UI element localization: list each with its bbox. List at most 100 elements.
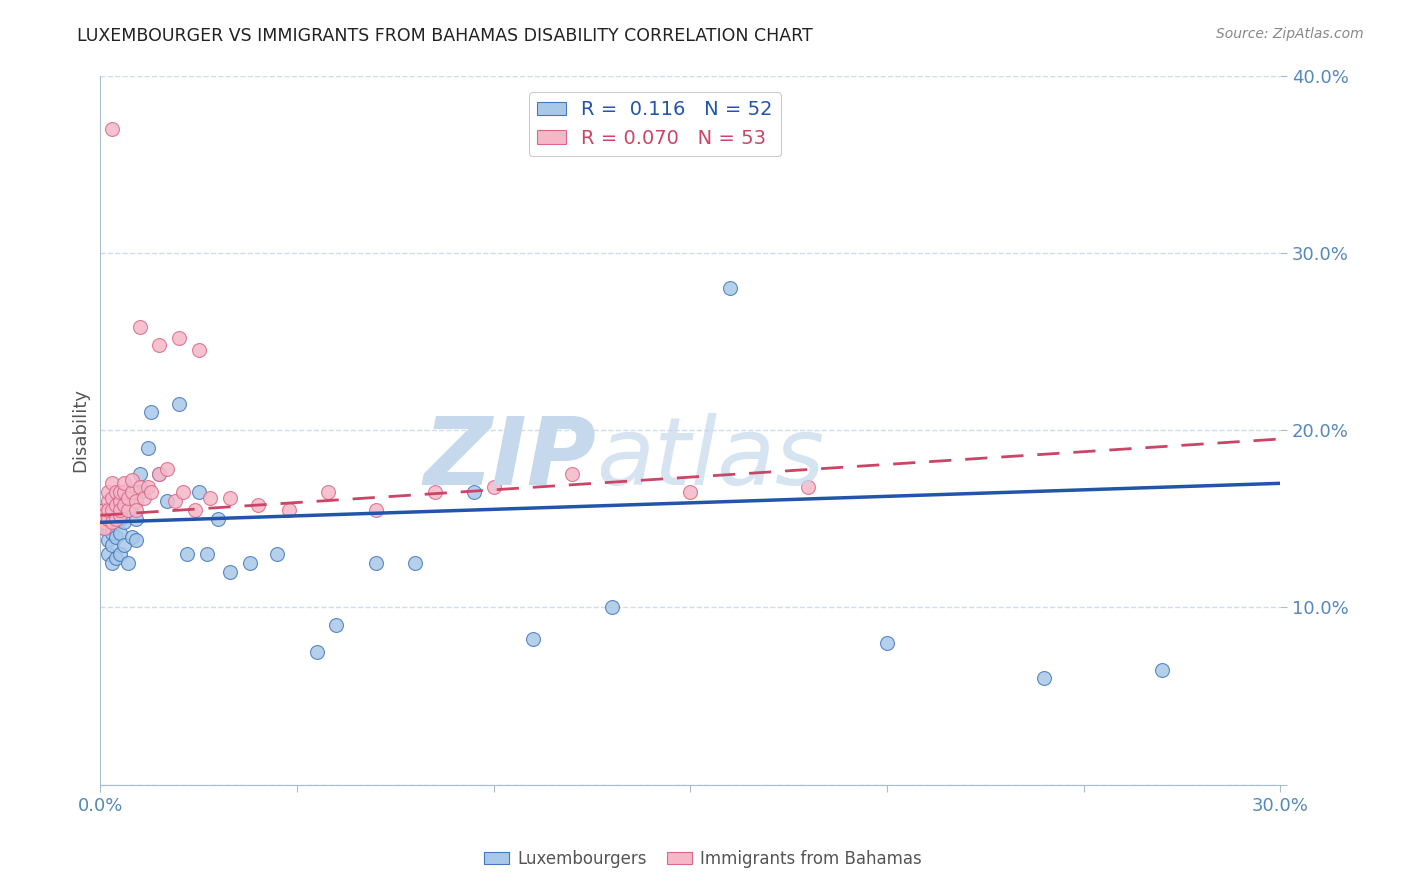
Point — [148, 338, 170, 352]
Point — [278, 503, 301, 517]
Point — [117, 491, 139, 505]
Point — [305, 645, 328, 659]
Point — [167, 396, 190, 410]
Point — [156, 494, 179, 508]
Text: LUXEMBOURGER VS IMMIGRANTS FROM BAHAMAS DISABILITY CORRELATION CHART: LUXEMBOURGER VS IMMIGRANTS FROM BAHAMAS … — [77, 27, 813, 45]
Point — [876, 636, 898, 650]
Point — [101, 526, 124, 541]
Point — [101, 556, 124, 570]
Point — [125, 533, 148, 547]
Point — [167, 331, 190, 345]
Point — [176, 547, 198, 561]
Point — [207, 512, 229, 526]
Point — [101, 476, 124, 491]
Point — [125, 494, 148, 508]
Point — [108, 547, 131, 561]
Point — [148, 467, 170, 482]
Point — [97, 533, 120, 547]
Point — [246, 498, 269, 512]
Point — [141, 485, 163, 500]
Point — [1033, 672, 1056, 686]
Point — [148, 467, 170, 482]
Point — [101, 516, 124, 530]
Point — [522, 632, 544, 647]
Point — [97, 494, 120, 508]
Point — [93, 503, 115, 517]
Point — [105, 550, 128, 565]
Point — [482, 480, 505, 494]
Point — [101, 503, 124, 517]
Point — [101, 121, 124, 136]
Legend: R =  0.116   N = 52, R = 0.070   N = 53: R = 0.116 N = 52, R = 0.070 N = 53 — [529, 93, 780, 155]
Point — [718, 281, 741, 295]
Point — [105, 485, 128, 500]
Point — [184, 503, 207, 517]
Point — [97, 503, 120, 517]
Point — [165, 494, 187, 508]
Point — [108, 526, 131, 541]
Point — [128, 467, 150, 482]
Point — [128, 485, 150, 500]
Point — [239, 556, 262, 570]
Point — [105, 498, 128, 512]
Point — [141, 405, 163, 419]
Point — [105, 498, 128, 512]
Point — [121, 498, 143, 512]
Point — [101, 503, 124, 517]
Point — [112, 476, 135, 491]
Point — [97, 547, 120, 561]
Point — [117, 556, 139, 570]
Point — [561, 467, 583, 482]
Point — [679, 485, 702, 500]
Point — [187, 485, 209, 500]
Point — [266, 547, 288, 561]
Point — [121, 485, 143, 500]
Point — [125, 503, 148, 517]
Point — [112, 485, 135, 500]
Point — [318, 485, 340, 500]
Point — [97, 512, 120, 526]
Point — [219, 491, 242, 505]
Point — [108, 512, 131, 526]
Point — [364, 503, 387, 517]
Point — [156, 462, 179, 476]
Point — [364, 556, 387, 570]
Point — [797, 480, 820, 494]
Point — [423, 485, 446, 500]
Point — [108, 503, 131, 517]
Point — [121, 473, 143, 487]
Point — [128, 320, 150, 334]
Text: atlas: atlas — [596, 413, 824, 504]
Point — [121, 529, 143, 543]
Point — [117, 503, 139, 517]
Point — [93, 512, 115, 526]
Point — [108, 494, 131, 508]
Point — [195, 547, 218, 561]
Point — [105, 529, 128, 543]
Point — [128, 480, 150, 494]
Point — [105, 512, 128, 526]
Point — [97, 485, 120, 500]
Point — [117, 503, 139, 517]
Point — [463, 485, 485, 500]
Point — [600, 600, 623, 615]
Point — [93, 503, 115, 517]
Point — [187, 343, 209, 358]
Text: Source: ZipAtlas.com: Source: ZipAtlas.com — [1216, 27, 1364, 41]
Point — [172, 485, 194, 500]
Point — [112, 538, 135, 552]
Point — [93, 516, 115, 530]
Point — [200, 491, 222, 505]
Point — [1152, 663, 1174, 677]
Text: ZIP: ZIP — [423, 412, 596, 505]
Point — [112, 516, 135, 530]
Point — [97, 521, 120, 535]
Point — [132, 491, 155, 505]
Point — [105, 516, 128, 530]
Point — [325, 618, 347, 632]
Point — [93, 521, 115, 535]
Point — [93, 508, 115, 523]
Point — [125, 512, 148, 526]
Point — [93, 521, 115, 535]
Point — [404, 556, 426, 570]
